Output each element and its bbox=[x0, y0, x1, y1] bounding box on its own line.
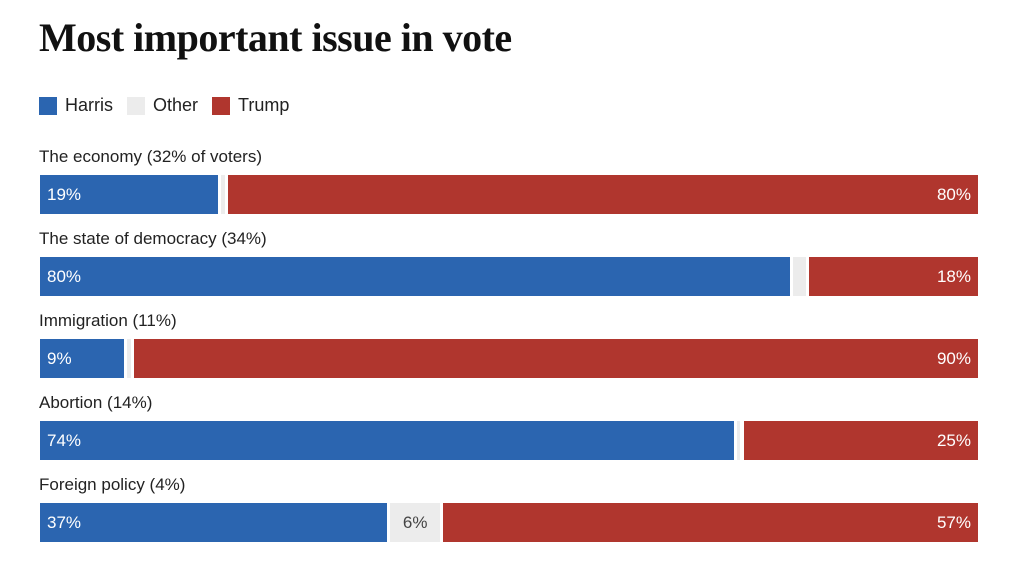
bar-segment-trump bbox=[227, 175, 978, 214]
bar-segment-other bbox=[390, 503, 441, 542]
data-label-other: 6% bbox=[402, 513, 428, 532]
legend: Harris Other Trump bbox=[39, 95, 303, 116]
bar-segment-harris bbox=[40, 503, 388, 542]
row-label: Immigration (11%) bbox=[39, 311, 177, 330]
bar-segment-other bbox=[793, 257, 807, 296]
data-label-trump: 90% bbox=[936, 349, 971, 368]
row-label: The economy (32% of voters) bbox=[39, 147, 262, 166]
data-label-harris: 80% bbox=[47, 267, 82, 286]
data-label-trump: 25% bbox=[936, 431, 971, 450]
data-label-harris: 19% bbox=[47, 185, 82, 204]
bar-segment-trump bbox=[809, 257, 978, 296]
bar-segment-other bbox=[737, 421, 741, 460]
bar-segment-harris bbox=[40, 175, 219, 214]
bar-segment-other bbox=[221, 175, 225, 214]
legend-swatch-trump bbox=[212, 96, 231, 115]
row-label: Abortion (14%) bbox=[39, 393, 153, 412]
bar-segment-trump bbox=[133, 339, 978, 378]
legend-item-trump: Trump bbox=[212, 95, 289, 116]
bar-segment-harris bbox=[40, 339, 125, 378]
data-label-harris: 74% bbox=[47, 431, 82, 450]
data-label-trump: 80% bbox=[936, 185, 971, 204]
data-label-harris: 37% bbox=[47, 513, 82, 532]
chart-title: Most important issue in vote bbox=[39, 15, 512, 60]
data-label-trump: 57% bbox=[936, 513, 971, 532]
bar-segment-trump bbox=[743, 421, 978, 460]
bar-segment-harris bbox=[40, 421, 735, 460]
row-label: Foreign policy (4%) bbox=[39, 475, 186, 494]
legend-swatch-other bbox=[127, 96, 145, 115]
legend-label-other: Other bbox=[153, 95, 199, 115]
bar-segment-harris bbox=[40, 257, 791, 296]
row-label: The state of democracy (34%) bbox=[39, 229, 267, 248]
legend-swatch-harris bbox=[39, 96, 57, 115]
legend-label-harris: Harris bbox=[65, 95, 113, 115]
legend-item-other: Other bbox=[127, 95, 198, 116]
bar-segment-other bbox=[127, 339, 131, 378]
bar-segment-trump bbox=[443, 503, 978, 542]
data-label-harris: 9% bbox=[47, 349, 72, 368]
legend-item-harris: Harris bbox=[39, 95, 113, 116]
data-label-trump: 18% bbox=[936, 267, 971, 286]
legend-label-trump: Trump bbox=[238, 95, 290, 115]
